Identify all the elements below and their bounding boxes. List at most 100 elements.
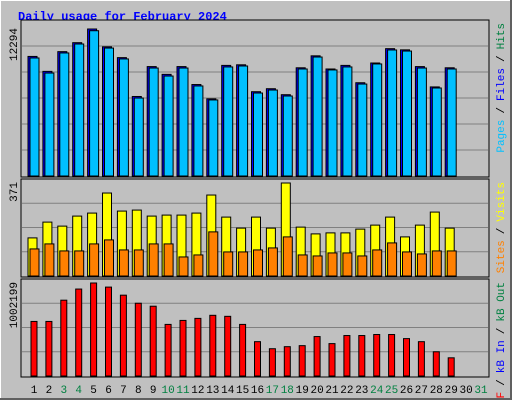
bar [417, 341, 425, 377]
x-tick-label: 23 [355, 385, 368, 397]
bar [267, 247, 278, 277]
x-tick-label: 5 [90, 385, 97, 397]
x-tick-label: 31 [474, 385, 488, 397]
x-tick-label: 6 [105, 385, 112, 397]
bar [118, 249, 129, 277]
bar [447, 357, 455, 377]
x-tick-label: 7 [120, 385, 127, 397]
y-tick-label: 371 [9, 182, 21, 202]
legend-separator: / [496, 107, 508, 114]
bar [223, 66, 234, 177]
bar [357, 255, 368, 277]
bar [164, 323, 172, 377]
x-tick-label: 13 [206, 385, 219, 397]
y-tick-label: 1002199 [9, 282, 21, 328]
bar [298, 345, 306, 377]
bar [253, 249, 263, 277]
bar [402, 50, 412, 177]
x-tick-label: 30 [459, 385, 472, 397]
bar [178, 256, 189, 277]
bar [402, 251, 412, 277]
bar [74, 43, 85, 177]
bar [342, 66, 353, 177]
bar [431, 250, 442, 277]
x-tick-label: 28 [430, 385, 443, 397]
x-tick-label: 26 [400, 385, 413, 397]
x-tick-label: 14 [221, 385, 235, 397]
bar [268, 348, 276, 377]
bar [208, 99, 219, 177]
bar [282, 236, 293, 277]
bar [223, 251, 234, 277]
bar [194, 317, 202, 377]
legend: Pages / Files / Hits [496, 23, 508, 153]
bar [387, 49, 398, 177]
x-tick-label: 20 [310, 385, 323, 397]
bar [193, 85, 204, 177]
bar [373, 334, 381, 377]
x-tick-label: 25 [385, 385, 398, 397]
y-tick-label: 12294 [9, 28, 21, 61]
bar [74, 250, 85, 277]
legend-entry: Hits [496, 23, 508, 49]
legend-separator: / [496, 379, 508, 386]
bar [446, 250, 457, 277]
bar [403, 338, 410, 377]
legend-entry: kB Out [496, 282, 508, 322]
x-tick-label: 16 [251, 385, 264, 397]
bar [224, 315, 232, 377]
bar [388, 334, 396, 377]
x-tick-label: 12 [191, 385, 204, 397]
bar [312, 56, 323, 177]
x-tick-label: 2 [46, 385, 53, 397]
bar [327, 69, 338, 177]
x-tick-label: 3 [60, 385, 67, 397]
bar [148, 243, 159, 277]
bar [59, 52, 70, 177]
x-tick-label: 18 [281, 385, 294, 397]
bar [104, 239, 114, 277]
bar [209, 314, 217, 377]
bar [148, 67, 159, 177]
bar [105, 286, 112, 377]
x-tick-label: 21 [325, 385, 339, 397]
bar [358, 335, 366, 377]
bar [208, 231, 219, 277]
bar [357, 83, 368, 177]
bar [254, 341, 261, 377]
legend-entry: Sites [496, 240, 508, 273]
legend-entry: kB In [496, 340, 508, 373]
legend-separator: / [496, 328, 508, 335]
x-tick-label: 8 [135, 385, 142, 397]
bar [134, 302, 142, 377]
x-tick-label: 17 [266, 385, 279, 397]
bar [343, 335, 351, 377]
bar [446, 68, 457, 177]
bar [29, 57, 40, 177]
bar [416, 67, 427, 177]
bar [179, 319, 187, 377]
bar [239, 323, 247, 377]
bar [119, 294, 127, 377]
legend: Sites / Visits [496, 182, 508, 273]
x-tick-label: 22 [340, 385, 353, 397]
bar [163, 75, 174, 177]
bar [328, 343, 336, 377]
bar [431, 87, 442, 177]
bar [89, 243, 100, 277]
bar [44, 243, 55, 277]
legend-entry: Files [496, 68, 508, 101]
bar [253, 92, 263, 177]
bar [133, 249, 144, 277]
bar [104, 47, 114, 177]
legend: kB F / kB In / kB Out [496, 282, 508, 400]
bar [238, 65, 249, 177]
x-tick-label: 11 [176, 385, 190, 397]
legend-entry: kB F [496, 392, 508, 400]
x-tick-label: 24 [370, 385, 384, 397]
bar [297, 68, 308, 177]
bar [133, 97, 144, 177]
legend-entry: Visits [496, 182, 508, 222]
bar [387, 242, 398, 277]
bar [44, 72, 55, 177]
